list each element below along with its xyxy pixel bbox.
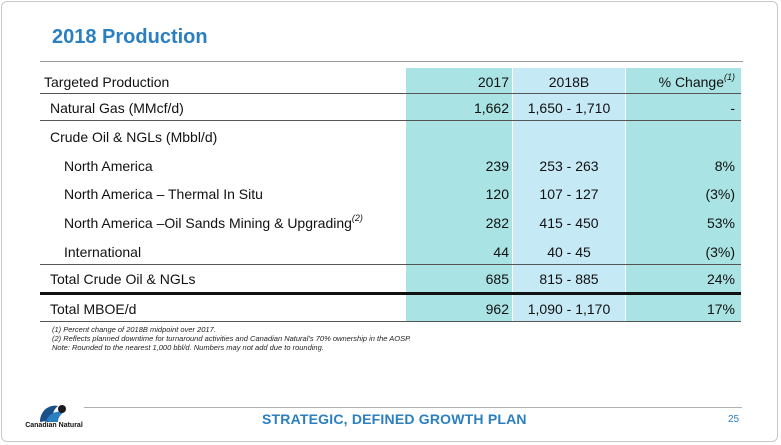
table-bottom-rule <box>40 321 741 322</box>
column-shade-change <box>626 68 741 321</box>
table-row: North America 239 253 - 263 8% <box>40 154 741 178</box>
footnote-2: (2) Reflects planned downtime for turnar… <box>52 334 412 343</box>
row-value-2018b: 253 - 263 <box>539 158 599 174</box>
row-value-change: (3%) <box>705 186 735 202</box>
page-number: 25 <box>728 414 740 425</box>
header-pct-text: % Change <box>658 74 724 90</box>
row-value-2017: 239 <box>485 158 509 174</box>
row-value-2017: 962 <box>485 301 509 317</box>
row-value-2017: 1,662 <box>473 100 509 116</box>
column-shade-2018 <box>513 68 625 321</box>
row-label: Total MBOE/d <box>50 301 137 317</box>
table-row: North America –Oil Sands Mining & Upgrad… <box>40 211 741 235</box>
slide-title: 2018 Production <box>52 26 208 48</box>
row-value-2018b: 415 - 450 <box>539 215 599 231</box>
table-header-row: Targeted Production 2017 2018B % Change(… <box>40 70 741 94</box>
row-value-2018b: 1,090 - 1,170 <box>527 301 611 317</box>
row-value-change: 8% <box>714 158 735 174</box>
row-label: North America –Oil Sands Mining & Upgrad… <box>64 215 352 231</box>
row-label: International <box>64 244 142 260</box>
header-pct-change: % Change(1) <box>658 72 735 90</box>
row-label: North America <box>64 158 153 174</box>
table-row-total-mboe: Total MBOE/d 962 1,090 - 1,170 17% <box>40 297 741 321</box>
header-2017: 2017 <box>477 74 509 90</box>
total-divider <box>40 292 741 295</box>
column-shade-2017 <box>406 68 512 321</box>
row-value-2017: 120 <box>485 186 509 202</box>
table-row-total-crude: Total Crude Oil & NGLs 685 815 - 885 24% <box>40 267 741 291</box>
row-divider <box>40 264 741 265</box>
row-value-2017: 44 <box>493 244 509 260</box>
row-label: North America – Thermal In Situ <box>64 186 263 202</box>
row-label-wrap: North America –Oil Sands Mining & Upgrad… <box>64 213 363 231</box>
logo-mark-icon <box>40 405 66 422</box>
row-value-change: - <box>730 100 735 116</box>
table-row: Crude Oil & NGLs (Mbbl/d) <box>40 125 741 149</box>
footer-tagline: STRATEGIC, DEFINED GROWTH PLAN <box>262 411 527 427</box>
row-label: Natural Gas (MMcf/d) <box>50 100 184 116</box>
row-value-change: 53% <box>706 215 735 231</box>
footer-divider <box>84 407 742 408</box>
title-divider <box>40 61 743 62</box>
row-value-2018b: 107 - 127 <box>539 186 599 202</box>
row-value-2017: 282 <box>485 215 509 231</box>
row-value-change: (3%) <box>705 244 735 260</box>
row-value-2018b: 40 - 45 <box>547 244 591 260</box>
table-row: North America – Thermal In Situ 120 107 … <box>40 182 741 206</box>
row-value-2017: 685 <box>485 271 509 287</box>
row-value-change: 24% <box>706 271 735 287</box>
header-2018b: 2018B <box>548 74 590 90</box>
row-divider <box>40 120 741 121</box>
row-value-2018b: 1,650 - 1,710 <box>527 100 611 116</box>
header-label: Targeted Production <box>44 74 170 90</box>
footnote-1: (1) Percent change of 2018B midpoint ove… <box>52 325 216 334</box>
footnotes: (1) Percent change of 2018B midpoint ove… <box>52 325 411 352</box>
row-label: Crude Oil & NGLs (Mbbl/d) <box>50 129 218 145</box>
row-footnote: (2) <box>351 213 363 223</box>
header-pct-footnote: (1) <box>724 72 735 82</box>
header-divider <box>40 93 741 94</box>
row-value-change: 17% <box>706 301 735 317</box>
company-logo: Canadian Natural <box>24 400 84 436</box>
table-row: International 44 40 - 45 (3%) <box>40 240 741 264</box>
footnote-rounding: Note: Rounded to the nearest 1,000 bbl/d… <box>52 343 324 352</box>
logo-text: Canadian Natural <box>25 422 83 429</box>
row-value-2018b: 815 - 885 <box>539 271 599 287</box>
row-label: Total Crude Oil & NGLs <box>50 271 196 287</box>
table-row: Natural Gas (MMcf/d) 1,662 1,650 - 1,710… <box>40 96 741 120</box>
